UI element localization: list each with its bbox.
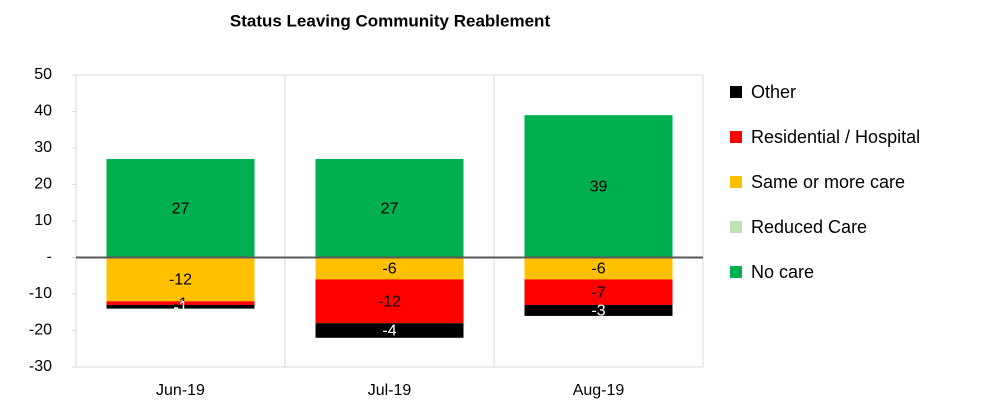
bar-segment bbox=[106, 257, 255, 302]
data-label: -12 bbox=[378, 294, 401, 311]
bar-segment bbox=[524, 304, 673, 316]
y-tick-label: 40 bbox=[34, 103, 52, 120]
data-label: 39 bbox=[590, 179, 608, 196]
bar-segment bbox=[106, 158, 255, 258]
data-label: -6 bbox=[591, 261, 605, 278]
legend-label: Other bbox=[751, 82, 796, 102]
legend-swatch bbox=[730, 176, 742, 188]
y-tick-label: -30 bbox=[29, 358, 52, 375]
y-tick-label: 10 bbox=[34, 212, 52, 229]
legend-swatch bbox=[730, 221, 742, 233]
legend-label: Same or more care bbox=[751, 172, 905, 192]
bar-segment bbox=[315, 323, 464, 338]
bar-segment bbox=[524, 279, 673, 305]
legend-label: No care bbox=[751, 262, 814, 282]
bar-segment bbox=[106, 304, 255, 309]
y-tick-label: -20 bbox=[29, 322, 52, 339]
legend-label: Residential / Hospital bbox=[751, 127, 920, 147]
bar-segment bbox=[315, 158, 464, 258]
data-label: -1 bbox=[173, 295, 187, 312]
data-label: -12 bbox=[169, 272, 192, 289]
x-tick-label: Aug-19 bbox=[573, 382, 625, 399]
bar-segment bbox=[106, 301, 255, 305]
bar-segment bbox=[524, 257, 673, 280]
bar-segment bbox=[315, 279, 464, 324]
data-label: -1 bbox=[173, 299, 187, 316]
y-tick-label: 30 bbox=[34, 139, 52, 156]
legend-swatch bbox=[730, 86, 742, 98]
data-label: -3 bbox=[591, 303, 605, 320]
data-label: -6 bbox=[382, 261, 396, 278]
data-label: 27 bbox=[381, 200, 399, 217]
y-tick-label: 20 bbox=[34, 176, 52, 193]
chart-title: Status Leaving Community Reablement bbox=[230, 11, 551, 30]
data-label: -7 bbox=[591, 284, 605, 301]
y-tick-label: 50 bbox=[34, 66, 52, 83]
legend-label: Reduced Care bbox=[751, 217, 867, 237]
x-tick-label: Jul-19 bbox=[368, 382, 412, 399]
bar-segment bbox=[315, 257, 464, 280]
y-tick-label: - bbox=[47, 249, 52, 266]
x-tick-label: Jun-19 bbox=[156, 382, 205, 399]
legend-swatch bbox=[730, 131, 742, 143]
legend-swatch bbox=[730, 266, 742, 278]
data-label: 27 bbox=[172, 200, 190, 217]
y-tick-label: -10 bbox=[29, 285, 52, 302]
data-label: -4 bbox=[382, 323, 396, 340]
bar-segment bbox=[524, 115, 673, 258]
